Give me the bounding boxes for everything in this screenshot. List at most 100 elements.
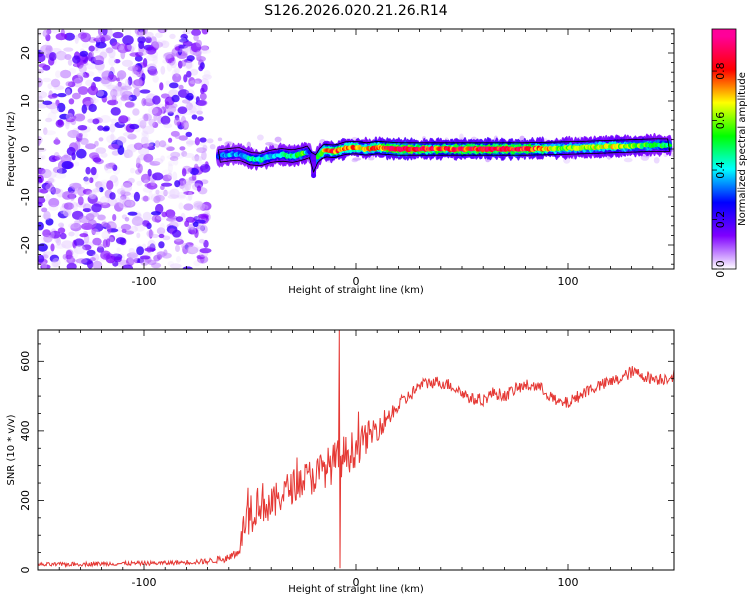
noise-speckle: [42, 29, 49, 37]
noise-speckle: [175, 68, 180, 77]
noise-speckle: [196, 147, 207, 154]
noise-speckle: [38, 196, 46, 204]
noise-speckle: [155, 189, 160, 195]
noise-speckle: [101, 230, 110, 240]
noise-speckle: [76, 189, 83, 196]
noise-speckle: [61, 240, 73, 249]
noise-speckle: [158, 241, 165, 249]
noise-speckle: [182, 178, 193, 186]
noise-speckle: [142, 125, 155, 135]
noise-speckle: [162, 59, 169, 64]
ridge-cell: [311, 173, 317, 179]
noise-speckle: [46, 171, 57, 179]
noise-speckle: [201, 201, 212, 211]
noise-speckle: [57, 227, 66, 234]
noise-speckle: [59, 205, 66, 215]
noise-speckle: [89, 191, 94, 196]
noise-speckle: [168, 215, 178, 220]
noise-speckle: [67, 108, 75, 117]
noise-speckle: [92, 118, 100, 125]
noise-speckle: [178, 84, 184, 90]
noise-speckle: [38, 188, 44, 193]
noise-speckle: [148, 190, 153, 200]
noise-speckle: [106, 95, 117, 101]
noise-speckle: [152, 172, 164, 181]
snr-x-tick-label: 100: [558, 576, 579, 589]
noise-speckle: [92, 260, 103, 269]
noise-speckle: [116, 188, 126, 195]
noise-speckle: [123, 149, 133, 158]
noise-speckle: [159, 82, 164, 91]
noise-speckle: [48, 177, 55, 184]
noise-speckle: [120, 223, 132, 231]
noise-speckle: [191, 155, 204, 162]
noise-speckle: [169, 82, 179, 89]
noise-speckle: [125, 200, 134, 207]
noise-speckle: [77, 125, 88, 131]
noise-speckle: [177, 106, 188, 114]
noise-speckle: [61, 161, 73, 170]
noise-speckle: [196, 254, 205, 260]
noise-speckle: [178, 180, 185, 189]
noise-speckle: [152, 75, 159, 83]
noise-speckle: [74, 140, 81, 151]
noise-speckle: [178, 202, 184, 210]
noise-speckle: [145, 46, 157, 55]
noise-speckle: [131, 70, 140, 78]
noise-speckle: [174, 180, 181, 188]
noise-speckle: [197, 105, 203, 114]
noise-speckle: [187, 191, 193, 201]
noise-speckle: [135, 52, 144, 57]
noise-speckle: [177, 194, 187, 200]
noise-speckle: [108, 235, 116, 243]
noise-speckle: [186, 195, 192, 201]
noise-speckle: [51, 29, 59, 34]
noise-speckle: [194, 228, 199, 239]
noise-speckle: [182, 266, 193, 269]
colorbar-tick-label: 0.0: [714, 260, 727, 278]
noise-speckle: [195, 39, 202, 48]
ridge-trace-line: [217, 138, 671, 174]
noise-speckle: [127, 66, 138, 72]
noise-speckle: [77, 186, 86, 197]
noise-speckle: [145, 36, 153, 44]
noise-speckle: [142, 113, 153, 121]
noise-speckle: [89, 191, 98, 200]
noise-speckle: [106, 29, 113, 38]
noise-speckle: [198, 238, 205, 244]
noise-speckle: [112, 31, 124, 39]
noise-speckle: [44, 130, 56, 136]
noise-speckle: [95, 181, 103, 188]
noise-speckle: [110, 91, 119, 97]
noise-speckle: [65, 81, 73, 87]
noise-speckle: [105, 47, 114, 54]
noise-speckle: [78, 71, 87, 81]
noise-speckle: [124, 29, 132, 37]
noise-speckle: [148, 68, 158, 76]
noise-speckle: [137, 48, 148, 56]
colorbar: 0.0 0.2 0.4 0.6 0.8 Normalized spectral ampl…: [711, 28, 748, 278]
noise-speckle: [80, 137, 89, 145]
noise-speckle: [97, 63, 104, 74]
noise-speckle: [144, 247, 156, 252]
noise-speckle: [120, 85, 133, 91]
noise-speckle: [130, 225, 138, 233]
noise-speckle: [198, 65, 204, 72]
snr-x-axis: -100 0 100: [37, 330, 675, 589]
noise-speckle: [55, 33, 67, 41]
noise-speckle: [163, 123, 173, 129]
noise-speckle: [54, 172, 67, 179]
noise-speckle: [63, 202, 75, 210]
noise-speckle: [519, 135, 525, 142]
noise-speckle: [54, 137, 59, 145]
noise-speckle: [99, 115, 111, 123]
noise-speckle: [45, 117, 53, 123]
noise-speckle: [124, 101, 135, 108]
noise-speckle: [88, 212, 100, 218]
noise-speckle: [75, 258, 88, 264]
noise-speckle: [77, 196, 84, 206]
noise-speckle: [109, 192, 116, 200]
noise-speckle: [150, 180, 156, 186]
noise-speckle: [117, 192, 123, 201]
noise-speckle: [189, 167, 199, 176]
